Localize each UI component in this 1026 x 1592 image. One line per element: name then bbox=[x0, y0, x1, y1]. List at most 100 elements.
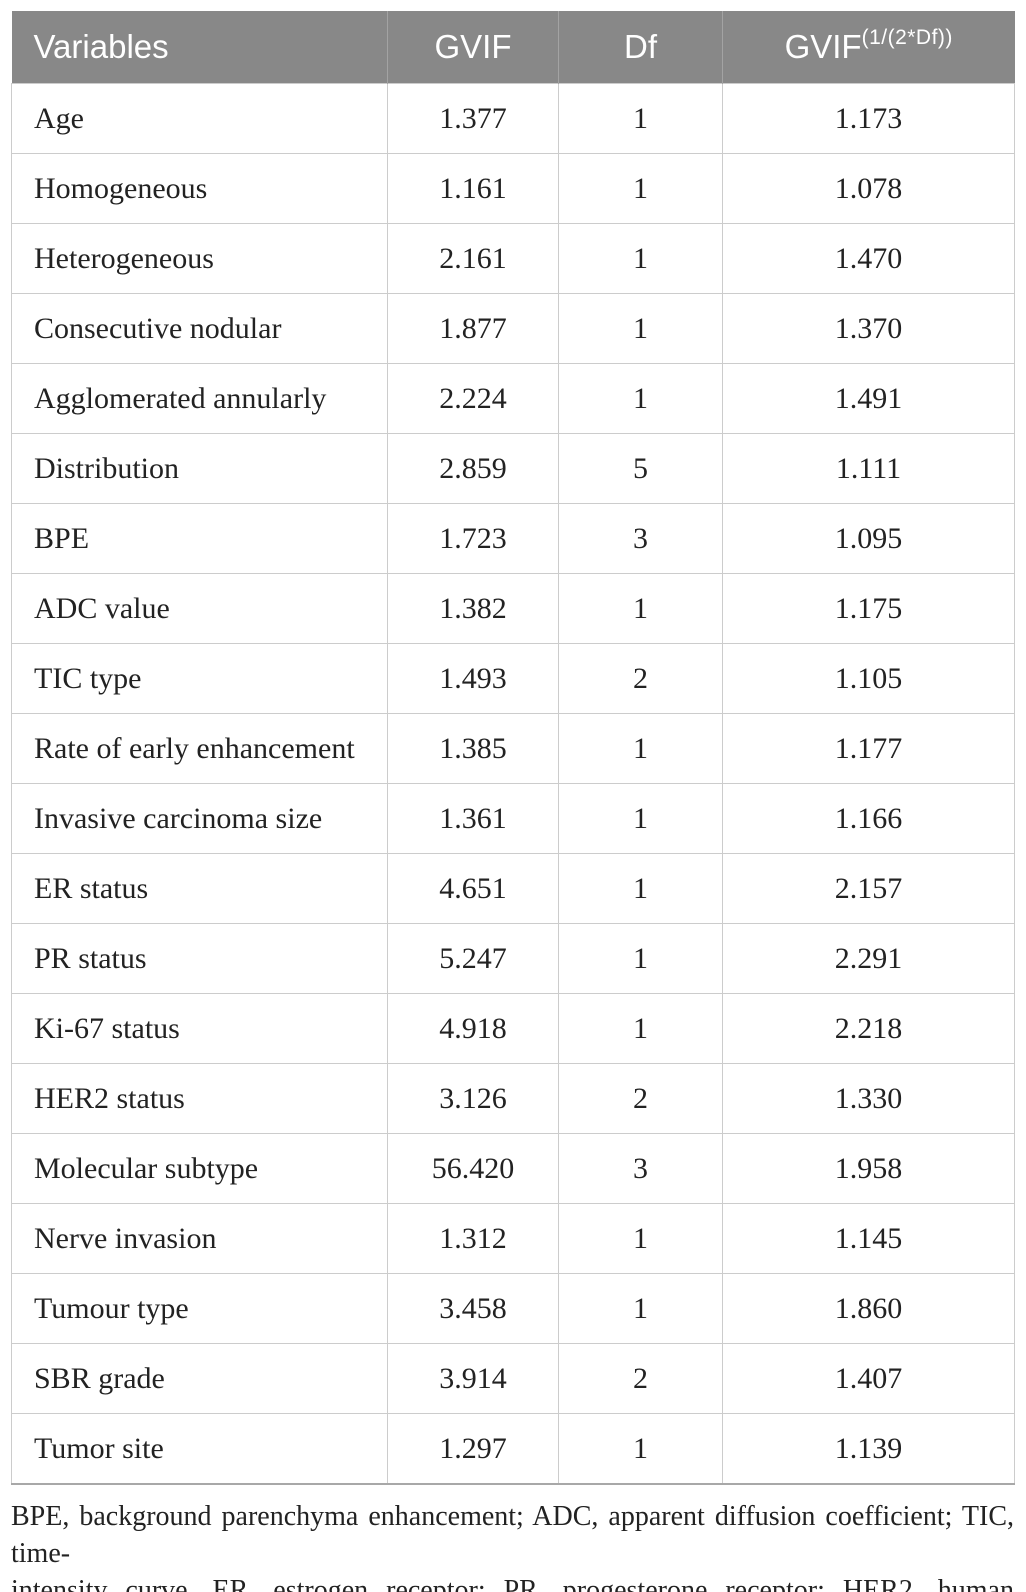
table-row: TIC type 1.493 2 1.105 bbox=[11, 643, 1015, 714]
cell-gvif: 3.458 bbox=[387, 1273, 559, 1344]
cell-df: 2 bbox=[558, 1343, 723, 1414]
cell-gvif-adjusted: 1.166 bbox=[722, 783, 1015, 854]
cell-gvif-adjusted: 1.175 bbox=[722, 573, 1015, 644]
table-row: Consecutive nodular 1.877 1 1.370 bbox=[11, 293, 1015, 364]
cell-gvif: 1.493 bbox=[387, 643, 559, 714]
col-header-df: Df bbox=[558, 11, 723, 84]
cell-gvif-adjusted: 1.177 bbox=[722, 713, 1015, 784]
table-row: SBR grade 3.914 2 1.407 bbox=[11, 1343, 1015, 1414]
table-row: ER status 4.651 1 2.157 bbox=[11, 853, 1015, 924]
cell-df: 1 bbox=[558, 1203, 723, 1274]
cell-variable: ER status bbox=[11, 853, 388, 924]
cell-variable: SBR grade bbox=[11, 1343, 388, 1414]
cell-gvif: 1.385 bbox=[387, 713, 559, 784]
cell-gvif-adjusted: 1.105 bbox=[722, 643, 1015, 714]
table-row: BPE 1.723 3 1.095 bbox=[11, 503, 1015, 574]
cell-gvif: 3.914 bbox=[387, 1343, 559, 1414]
cell-variable: Nerve invasion bbox=[11, 1203, 388, 1274]
cell-df: 1 bbox=[558, 83, 723, 154]
table-row: Heterogeneous 2.161 1 1.470 bbox=[11, 223, 1015, 294]
table-body: Age 1.377 1 1.173 Homogeneous 1.161 1 1.… bbox=[11, 83, 1015, 1485]
cell-variable: BPE bbox=[11, 503, 388, 574]
table-row: Invasive carcinoma size 1.361 1 1.166 bbox=[11, 783, 1015, 854]
cell-df: 1 bbox=[558, 1413, 723, 1485]
cell-df: 1 bbox=[558, 853, 723, 924]
cell-df: 2 bbox=[558, 1063, 723, 1134]
cell-variable: Rate of early enhancement bbox=[11, 713, 388, 784]
cell-variable: PR status bbox=[11, 923, 388, 994]
table-row: Homogeneous 1.161 1 1.078 bbox=[11, 153, 1015, 224]
cell-gvif: 2.224 bbox=[387, 363, 559, 434]
footnote-line: BPE, background parenchyma enhancement; … bbox=[11, 1501, 1014, 1569]
cell-df: 1 bbox=[558, 223, 723, 294]
cell-gvif: 1.877 bbox=[387, 293, 559, 364]
table-row: HER2 status 3.126 2 1.330 bbox=[11, 1063, 1015, 1134]
cell-gvif: 1.297 bbox=[387, 1413, 559, 1485]
cell-gvif: 2.859 bbox=[387, 433, 559, 504]
cell-gvif-adjusted: 1.139 bbox=[722, 1413, 1015, 1485]
cell-df: 1 bbox=[558, 713, 723, 784]
cell-gvif: 4.918 bbox=[387, 993, 559, 1064]
cell-gvif-adjusted: 1.330 bbox=[722, 1063, 1015, 1134]
cell-gvif-adjusted: 1.860 bbox=[722, 1273, 1015, 1344]
cell-df: 1 bbox=[558, 923, 723, 994]
cell-variable: Tumor site bbox=[11, 1413, 388, 1485]
table-row: Molecular subtype 56.420 3 1.958 bbox=[11, 1133, 1015, 1204]
cell-gvif-adjusted: 1.470 bbox=[722, 223, 1015, 294]
cell-gvif-adjusted: 1.095 bbox=[722, 503, 1015, 574]
cell-variable: HER2 status bbox=[11, 1063, 388, 1134]
cell-df: 1 bbox=[558, 993, 723, 1064]
footnote-line: intensity curve. ER, estrogen receptor; … bbox=[11, 1575, 1014, 1592]
table-row: Tumour type 3.458 1 1.860 bbox=[11, 1273, 1015, 1344]
cell-df: 3 bbox=[558, 1133, 723, 1204]
col-header-gvif-adjusted-exponent: (1/(2*Df)) bbox=[861, 26, 953, 49]
cell-gvif-adjusted: 2.218 bbox=[722, 993, 1015, 1064]
cell-df: 1 bbox=[558, 363, 723, 434]
cell-gvif: 1.377 bbox=[387, 83, 559, 154]
col-header-gvif-adjusted-base: GVIF bbox=[784, 28, 862, 65]
cell-gvif: 1.161 bbox=[387, 153, 559, 224]
table-row: Distribution 2.859 5 1.111 bbox=[11, 433, 1015, 504]
cell-gvif-adjusted: 1.173 bbox=[722, 83, 1015, 154]
cell-gvif: 3.126 bbox=[387, 1063, 559, 1134]
cell-gvif: 1.361 bbox=[387, 783, 559, 854]
col-header-gvif: GVIF bbox=[387, 11, 559, 84]
cell-gvif: 1.312 bbox=[387, 1203, 559, 1274]
cell-df: 1 bbox=[558, 153, 723, 224]
table-row: Agglomerated annularly 2.224 1 1.491 bbox=[11, 363, 1015, 434]
cell-variable: Homogeneous bbox=[11, 153, 388, 224]
cell-gvif: 4.651 bbox=[387, 853, 559, 924]
footnote: BPE, background parenchyma enhancement; … bbox=[11, 1498, 1014, 1592]
cell-variable: Heterogeneous bbox=[11, 223, 388, 294]
col-header-gvif-adjusted: GVIF(1/(2*Df)) bbox=[722, 11, 1015, 84]
cell-df: 1 bbox=[558, 1273, 723, 1344]
table-row: ADC value 1.382 1 1.175 bbox=[11, 573, 1015, 644]
cell-variable: Age bbox=[11, 83, 388, 154]
cell-variable: Tumour type bbox=[11, 1273, 388, 1344]
cell-variable: Agglomerated annularly bbox=[11, 363, 388, 434]
gvif-table: Variables GVIF Df GVIF(1/(2*Df)) Age 1.3… bbox=[11, 11, 1015, 1485]
cell-df: 1 bbox=[558, 293, 723, 364]
cell-gvif-adjusted: 2.157 bbox=[722, 853, 1015, 924]
col-header-variables: Variables bbox=[11, 11, 388, 84]
cell-gvif-adjusted: 1.370 bbox=[722, 293, 1015, 364]
header-row: Variables GVIF Df GVIF(1/(2*Df)) bbox=[11, 11, 1015, 84]
cell-gvif: 5.247 bbox=[387, 923, 559, 994]
cell-gvif: 1.723 bbox=[387, 503, 559, 574]
cell-gvif: 1.382 bbox=[387, 573, 559, 644]
cell-gvif: 2.161 bbox=[387, 223, 559, 294]
cell-variable: Invasive carcinoma size bbox=[11, 783, 388, 854]
table-row: PR status 5.247 1 2.291 bbox=[11, 923, 1015, 994]
cell-gvif-adjusted: 1.407 bbox=[722, 1343, 1015, 1414]
cell-df: 1 bbox=[558, 783, 723, 854]
cell-gvif: 56.420 bbox=[387, 1133, 559, 1204]
cell-gvif-adjusted: 1.078 bbox=[722, 153, 1015, 224]
cell-gvif-adjusted: 1.958 bbox=[722, 1133, 1015, 1204]
cell-variable: Molecular subtype bbox=[11, 1133, 388, 1204]
cell-variable: TIC type bbox=[11, 643, 388, 714]
cell-gvif-adjusted: 1.111 bbox=[722, 433, 1015, 504]
table-row: Rate of early enhancement 1.385 1 1.177 bbox=[11, 713, 1015, 784]
cell-df: 5 bbox=[558, 433, 723, 504]
table-row: Tumor site 1.297 1 1.139 bbox=[11, 1413, 1015, 1485]
